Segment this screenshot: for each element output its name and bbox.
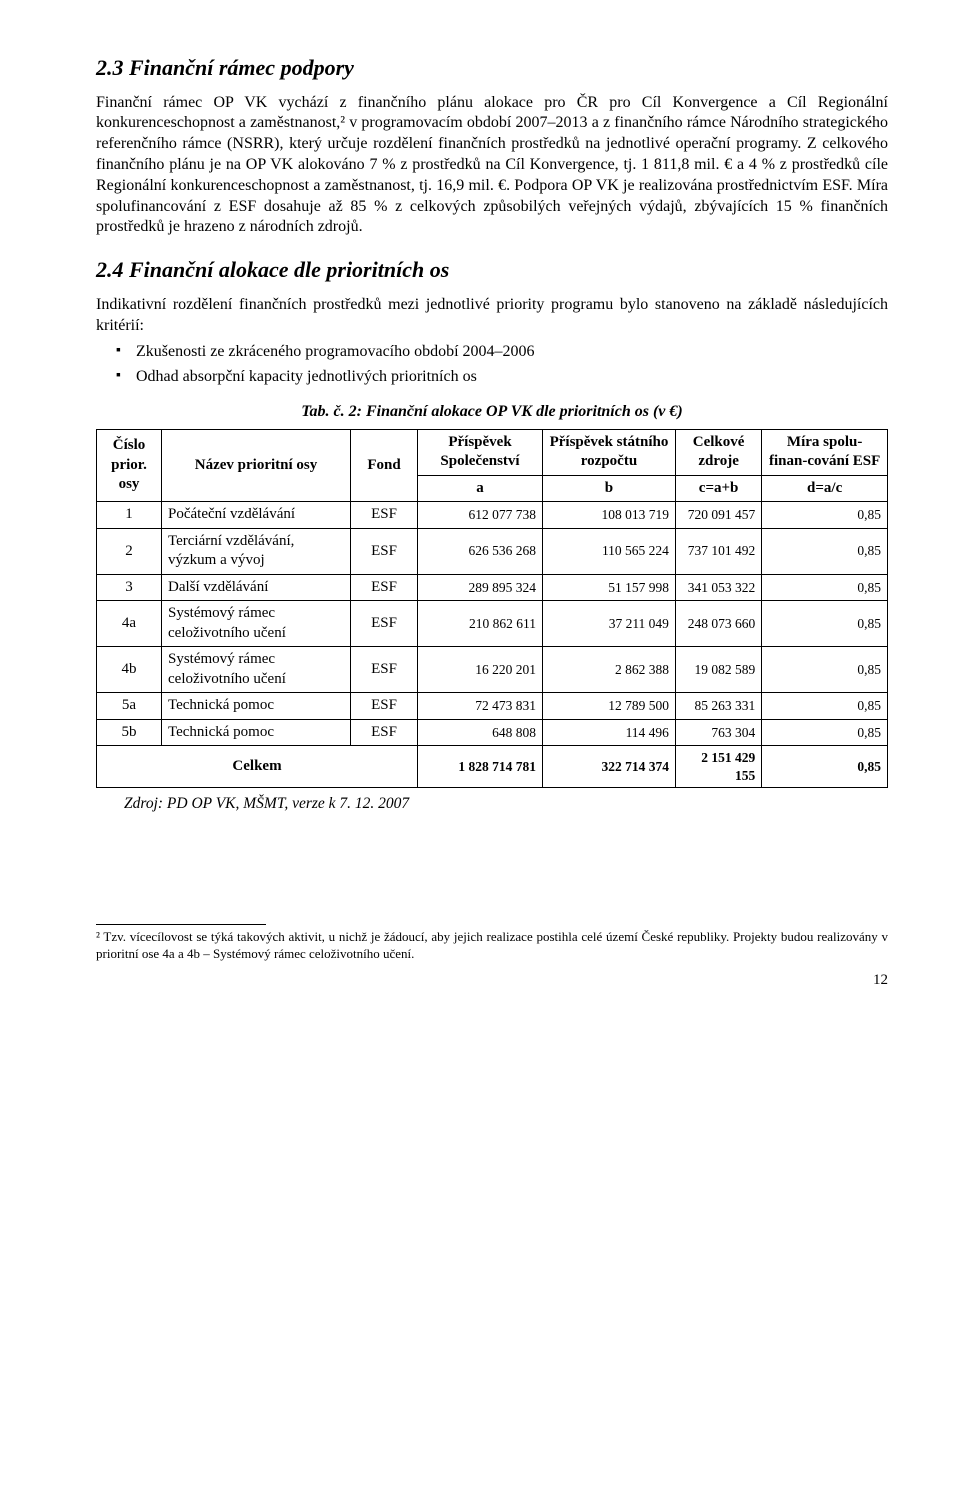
allocation-table: Číslo prior. osy Název prioritní osy Fon… xyxy=(96,429,888,789)
cell-a: 16 220 201 xyxy=(418,647,543,693)
cell-num: 5b xyxy=(97,719,162,746)
cell-fond: ESF xyxy=(351,601,418,647)
footnote-text: ² Tzv. vícecílovost se týká takových akt… xyxy=(96,929,888,963)
criteria-list: Zkušenosti ze zkráceného programovacího … xyxy=(96,342,888,388)
cell-c: 720 091 457 xyxy=(675,502,761,529)
cell-c: 737 101 492 xyxy=(675,528,761,574)
th-cislo: Číslo prior. osy xyxy=(97,429,162,502)
cell-total-b: 322 714 374 xyxy=(543,746,676,788)
table-row: 1Počáteční vzděláváníESF612 077 738108 0… xyxy=(97,502,888,529)
table-row: 5aTechnická pomocESF72 473 83112 789 500… xyxy=(97,693,888,720)
cell-total-label: Celkem xyxy=(97,746,418,788)
table-row: 4aSystémový rámec celoživotního učeníESF… xyxy=(97,601,888,647)
cell-c: 341 053 322 xyxy=(675,574,761,601)
th-celkove: Celkové zdroje xyxy=(675,429,761,475)
th-fond: Fond xyxy=(351,429,418,502)
cell-a: 648 808 xyxy=(418,719,543,746)
cell-name: Technická pomoc xyxy=(162,719,351,746)
cell-fond: ESF xyxy=(351,719,418,746)
cell-a: 72 473 831 xyxy=(418,693,543,720)
cell-fond: ESF xyxy=(351,502,418,529)
table-row: 3Další vzděláváníESF289 895 32451 157 99… xyxy=(97,574,888,601)
table-source: Zdroj: PD OP VK, MŠMT, verze k 7. 12. 20… xyxy=(124,794,888,814)
criteria-item: Zkušenosti ze zkráceného programovacího … xyxy=(96,342,888,363)
cell-c: 248 073 660 xyxy=(675,601,761,647)
th-d: d=a/c xyxy=(762,475,888,502)
page-number: 12 xyxy=(96,971,888,991)
cell-c: 85 263 331 xyxy=(675,693,761,720)
cell-a: 289 895 324 xyxy=(418,574,543,601)
cell-b: 37 211 049 xyxy=(543,601,676,647)
th-prispevek-spol: Příspěvek Společenství xyxy=(418,429,543,475)
cell-num: 2 xyxy=(97,528,162,574)
cell-a: 612 077 738 xyxy=(418,502,543,529)
th-nazev: Název prioritní osy xyxy=(162,429,351,502)
cell-b: 2 862 388 xyxy=(543,647,676,693)
cell-num: 4b xyxy=(97,647,162,693)
cell-num: 4a xyxy=(97,601,162,647)
cell-fond: ESF xyxy=(351,574,418,601)
th-c: c=a+b xyxy=(675,475,761,502)
cell-total-d: 0,85 xyxy=(762,746,888,788)
th-b: b xyxy=(543,475,676,502)
section-2-4-intro: Indikativní rozdělení finančních prostře… xyxy=(96,295,888,337)
cell-num: 5a xyxy=(97,693,162,720)
section-2-4-heading: 2.4 Finanční alokace dle prioritních os xyxy=(96,256,888,285)
cell-b: 114 496 xyxy=(543,719,676,746)
cell-fond: ESF xyxy=(351,693,418,720)
cell-name: Počáteční vzdělávání xyxy=(162,502,351,529)
table-row: 4bSystémový rámec celoživotního učeníESF… xyxy=(97,647,888,693)
cell-d: 0,85 xyxy=(762,601,888,647)
th-prispevek-stat: Příspěvek státního rozpočtu xyxy=(543,429,676,475)
cell-b: 108 013 719 xyxy=(543,502,676,529)
cell-name: Systémový rámec celoživotního učení xyxy=(162,647,351,693)
cell-c: 19 082 589 xyxy=(675,647,761,693)
cell-name: Terciární vzdělávání, výzkum a vývoj xyxy=(162,528,351,574)
cell-d: 0,85 xyxy=(762,693,888,720)
cell-name: Technická pomoc xyxy=(162,693,351,720)
footnote-separator xyxy=(96,924,266,925)
cell-b: 110 565 224 xyxy=(543,528,676,574)
cell-d: 0,85 xyxy=(762,574,888,601)
cell-total-a: 1 828 714 781 xyxy=(418,746,543,788)
table-row: 5bTechnická pomocESF648 808114 496763 30… xyxy=(97,719,888,746)
cell-fond: ESF xyxy=(351,647,418,693)
cell-d: 0,85 xyxy=(762,719,888,746)
section-2-3-paragraph: Finanční rámec OP VK vychází z finančníh… xyxy=(96,93,888,239)
table-row: 2Terciární vzdělávání, výzkum a vývojESF… xyxy=(97,528,888,574)
cell-num: 1 xyxy=(97,502,162,529)
cell-name: Další vzdělávání xyxy=(162,574,351,601)
criteria-item: Odhad absorpční kapacity jednotlivých pr… xyxy=(96,367,888,388)
th-a: a xyxy=(418,475,543,502)
cell-a: 626 536 268 xyxy=(418,528,543,574)
cell-c: 763 304 xyxy=(675,719,761,746)
cell-d: 0,85 xyxy=(762,528,888,574)
table-row-total: Celkem1 828 714 781322 714 3742 151 429 … xyxy=(97,746,888,788)
cell-b: 51 157 998 xyxy=(543,574,676,601)
th-mira: Míra spolu-finan-cování ESF xyxy=(762,429,888,475)
cell-name: Systémový rámec celoživotního učení xyxy=(162,601,351,647)
cell-d: 0,85 xyxy=(762,502,888,529)
table-caption: Tab. č. 2: Finanční alokace OP VK dle pr… xyxy=(96,402,888,423)
cell-b: 12 789 500 xyxy=(543,693,676,720)
cell-total-c: 2 151 429 155 xyxy=(675,746,761,788)
cell-d: 0,85 xyxy=(762,647,888,693)
cell-fond: ESF xyxy=(351,528,418,574)
cell-num: 3 xyxy=(97,574,162,601)
cell-a: 210 862 611 xyxy=(418,601,543,647)
section-2-3-heading: 2.3 Finanční rámec podpory xyxy=(96,54,888,83)
